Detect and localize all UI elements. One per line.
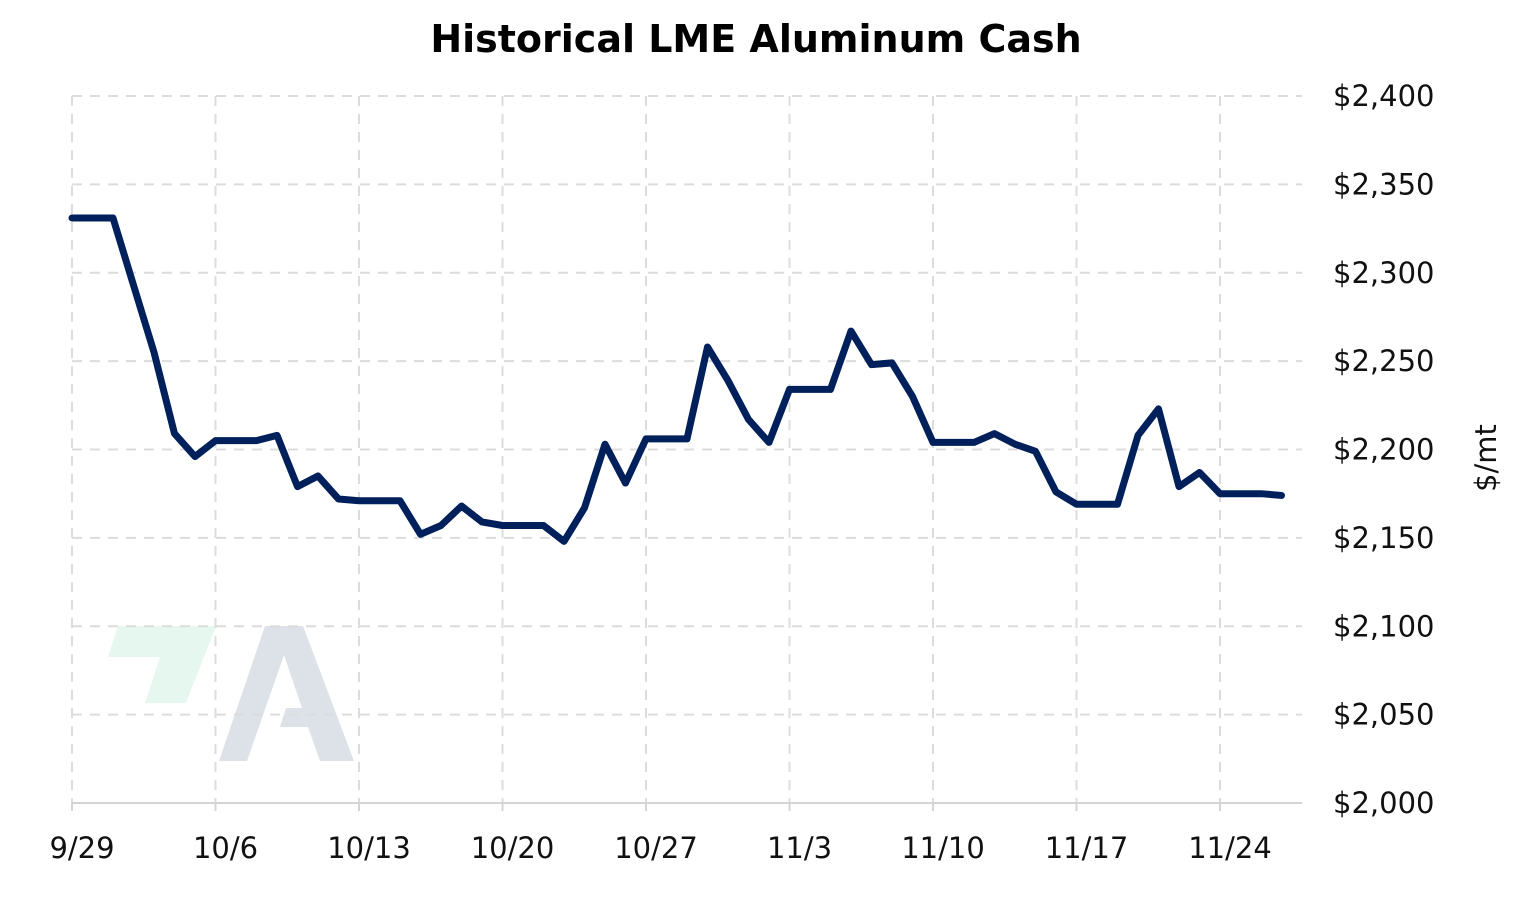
y-axis-label: $/mt bbox=[1469, 424, 1503, 492]
x-tick-label: 11/24 bbox=[1188, 831, 1272, 865]
grid bbox=[71, 95, 1302, 803]
y-tick-label: $2,350 bbox=[1333, 167, 1434, 201]
series-group bbox=[68, 214, 1285, 545]
logo-watermark-green-shape bbox=[108, 626, 216, 703]
x-tick-label: 11/3 bbox=[767, 831, 832, 865]
y-tick-label: $2,100 bbox=[1333, 609, 1434, 643]
x-tick-label: 11/10 bbox=[901, 831, 985, 865]
y-axis-ticks: $2,000 $2,050 $2,100 $2,150 $2,200 $2,250 $2,3… bbox=[1333, 79, 1434, 820]
x-tick-label: 10/13 bbox=[327, 831, 411, 865]
logo-watermark-letter bbox=[219, 626, 354, 761]
y-tick-label: $2,200 bbox=[1333, 433, 1434, 467]
x-tick-label: 10/6 bbox=[193, 831, 258, 865]
y-tick-label: $2,250 bbox=[1333, 344, 1434, 378]
y-tick-label: $2,400 bbox=[1333, 79, 1434, 113]
x-tick-label: 10/20 bbox=[471, 831, 555, 865]
x-tick-label: 9/29 bbox=[49, 831, 114, 865]
x-axis-ticks: 9/29 10/6 10/13 10/20 10/27 11/3 11/10 11/17 11/… bbox=[49, 803, 1272, 865]
y-tick-label: $2,150 bbox=[1333, 521, 1434, 555]
y-tick-label: $2,300 bbox=[1333, 256, 1434, 290]
logo-watermark bbox=[108, 626, 354, 761]
x-tick-label: 11/17 bbox=[1045, 831, 1129, 865]
series-line bbox=[68, 214, 1285, 545]
chart-title: Historical LME Aluminum Cash bbox=[430, 17, 1081, 61]
y-tick-label: $2,050 bbox=[1333, 698, 1434, 732]
x-tick-label: 10/27 bbox=[614, 831, 698, 865]
y-tick-label: $2,000 bbox=[1333, 786, 1434, 820]
